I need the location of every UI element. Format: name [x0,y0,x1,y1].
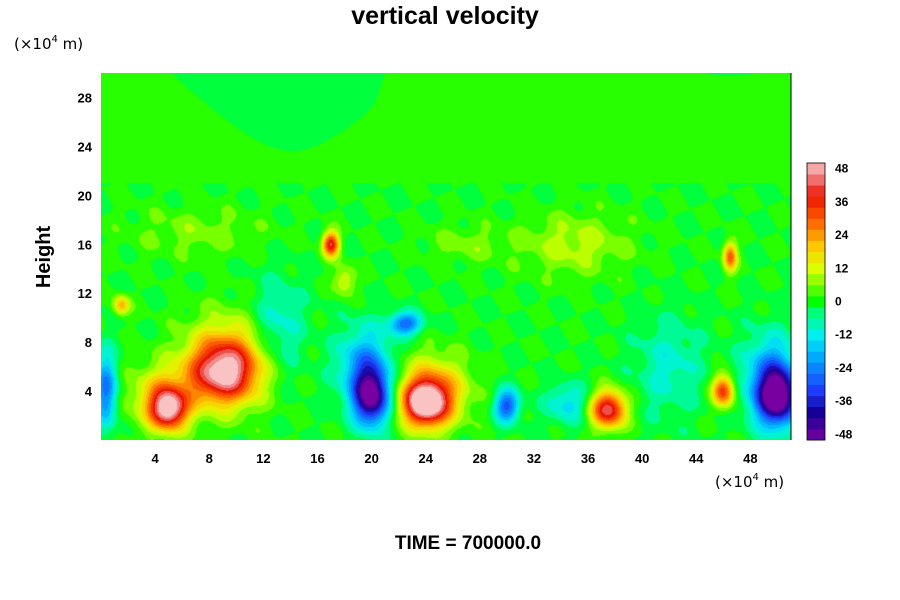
colorbar-tick-label: -12 [835,328,853,342]
colorbar-segment [807,240,825,253]
colorbar-segment [807,351,825,363]
plot-area [101,73,792,440]
x-tick-label: 36 [581,451,595,466]
x-tick-label: 8 [206,451,213,466]
colorbar-tick-label: 36 [835,195,849,209]
x-tick-label: 12 [256,451,270,466]
colorbar-segment [807,295,825,308]
colorbar-tick-label: 0 [835,295,842,309]
y-tick-label: 12 [78,286,92,301]
colorbar-segment [807,395,825,408]
colorbar-segment [807,218,825,230]
colorbar-segment [807,207,825,219]
y-tick-label: 28 [78,90,92,105]
colorbar-segment [807,406,825,419]
y-tick-label: 24 [78,139,93,154]
x-tick-label: 48 [743,451,757,466]
colorbar-segment [807,251,825,264]
colorbar-segment [807,417,825,430]
y-tick-label: 4 [85,384,93,399]
colorbar-segment [807,329,825,341]
colorbar-segment [807,284,825,297]
y-ticks: 4 8 12 16 20 24 28 [78,90,93,399]
y-tick-label: 20 [78,188,92,203]
colorbar-segment [807,384,825,397]
colorbar-segment [807,196,825,208]
colorbar-ticks: 48 36 24 12 0 -12 -24 -36 -48 [835,162,853,442]
y-unit-label: (×104 m) [14,34,83,53]
colorbar-segment [807,262,825,275]
colorbar-segment [807,174,825,186]
colorbar-tick-label: -36 [835,394,853,408]
x-tick-label: 4 [152,451,160,466]
colorbar-tick-label: -48 [835,427,853,441]
y-axis-label: Height [33,226,55,289]
x-tick-label: 16 [310,451,324,466]
x-tick-label: 44 [689,451,704,466]
colorbar-tick-label: 48 [835,162,849,176]
colorbar-segment [807,428,825,441]
x-tick-label: 40 [635,451,649,466]
x-tick-label: 20 [364,451,378,466]
y-tick-label: 8 [85,335,92,350]
heatmap-image [101,73,791,440]
colorbar-segment [807,340,825,352]
x-unit-label: (×104 m) [715,472,784,491]
colorbar-segment [807,362,825,374]
colorbar-tick-label: -24 [835,361,853,375]
colorbar-frame [806,162,826,441]
x-tick-label: 32 [527,451,541,466]
colorbar-segment [807,163,825,175]
time-label: TIME = 700000.0 [395,533,541,554]
colorbar-tick-label: 24 [835,228,849,242]
colorbar-segment [807,318,825,330]
colorbar-tick-label: 12 [835,261,849,275]
y-tick-label: 16 [78,237,92,252]
colorbar-segment [807,229,825,241]
colorbar-segment [807,373,825,385]
x-tick-label: 24 [418,451,433,466]
x-tick-label: 28 [473,451,487,466]
colorbar-segment [807,185,825,197]
x-ticks: 4 8 12 16 20 24 28 32 36 40 44 48 [152,451,758,466]
colorbar [806,162,826,441]
colorbar-segment [807,273,825,286]
colorbar-segment [807,307,825,319]
chart-title: vertical velocity [351,2,539,30]
